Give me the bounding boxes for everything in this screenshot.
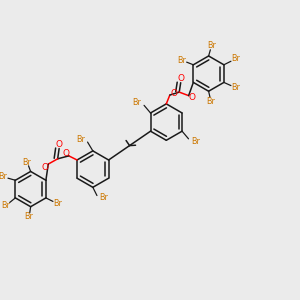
Text: Br: Br xyxy=(25,212,34,221)
Text: Br: Br xyxy=(99,194,108,202)
Text: Br: Br xyxy=(231,54,240,63)
Text: Br: Br xyxy=(178,56,187,65)
Text: Br: Br xyxy=(133,98,141,107)
Text: O: O xyxy=(62,149,69,158)
Text: O: O xyxy=(56,140,63,148)
Text: Br: Br xyxy=(23,158,32,166)
Text: Br: Br xyxy=(207,41,216,50)
Text: O: O xyxy=(189,94,196,103)
Text: O: O xyxy=(177,74,184,83)
Text: Br: Br xyxy=(2,201,10,210)
Text: Br: Br xyxy=(0,172,8,181)
Text: Br: Br xyxy=(231,83,240,92)
Text: Br: Br xyxy=(191,137,200,146)
Text: Br: Br xyxy=(53,199,62,208)
Text: O: O xyxy=(42,163,49,172)
Text: Br: Br xyxy=(206,97,215,106)
Text: O: O xyxy=(170,89,177,98)
Text: Br: Br xyxy=(76,135,85,144)
